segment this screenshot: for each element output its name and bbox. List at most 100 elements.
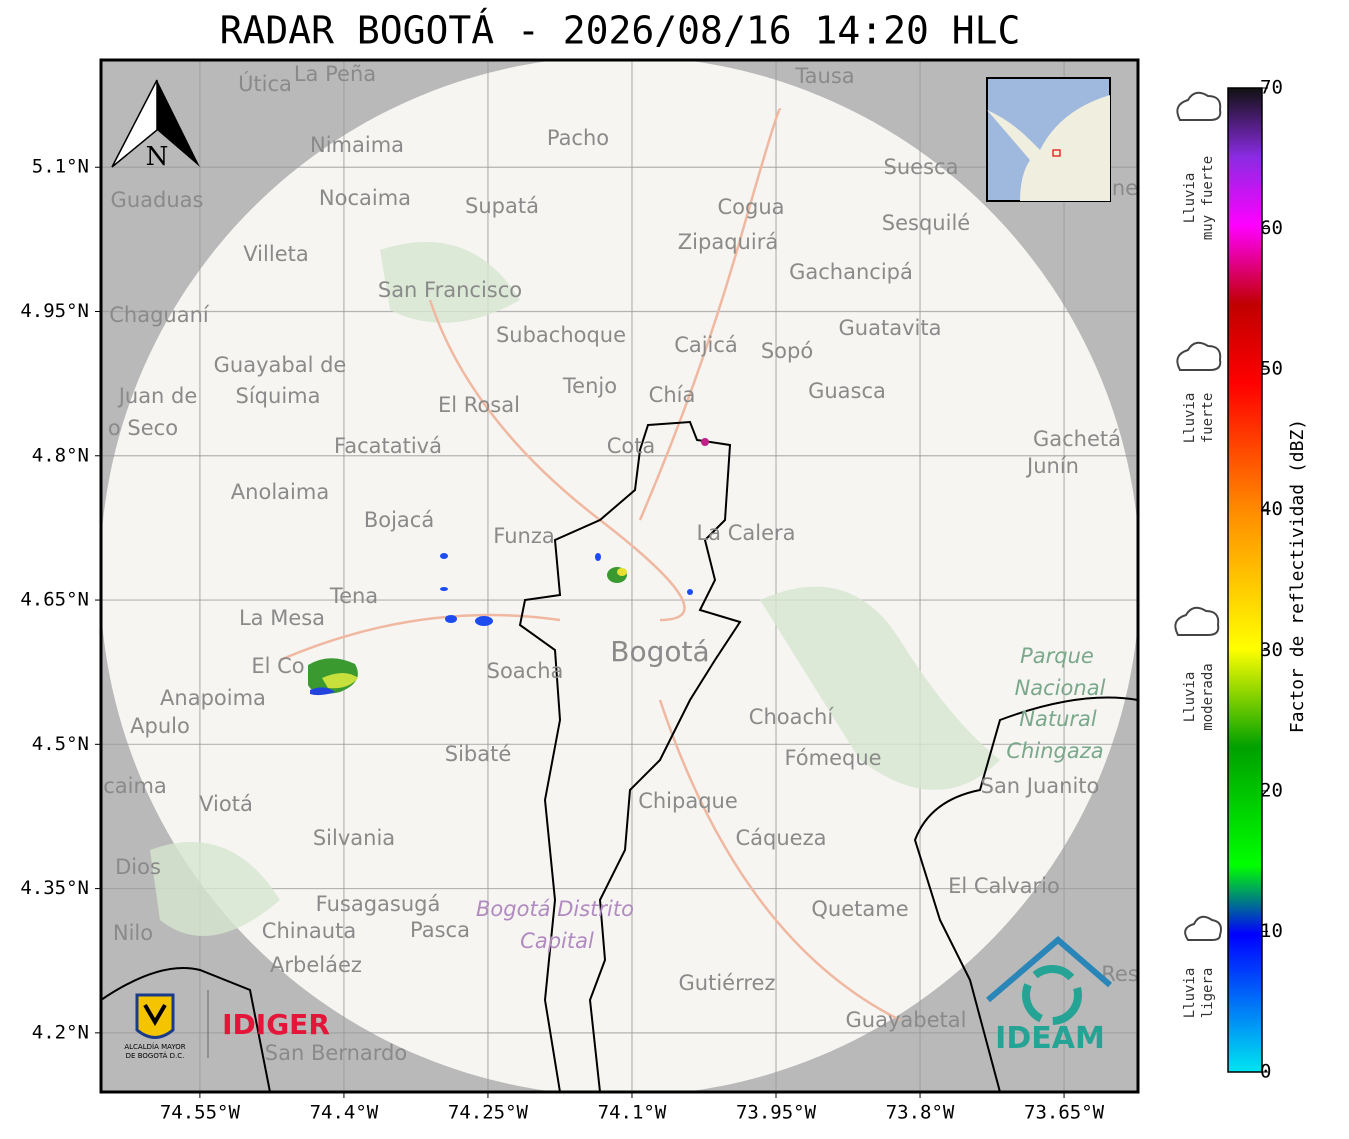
place-label: Tenjo xyxy=(562,374,617,398)
place-label: La Calera xyxy=(696,521,795,545)
place-label: Apulo xyxy=(130,714,190,738)
rain-level-label: Lluvia xyxy=(1182,672,1198,723)
place-label: Chaguaní xyxy=(109,303,210,327)
place-label: San Bernardo xyxy=(265,1041,407,1065)
place-label: Choachí xyxy=(749,705,835,729)
place-label: Capital xyxy=(520,929,594,953)
inset-map xyxy=(986,77,1111,202)
place-label: Tausa xyxy=(794,64,854,88)
place-label: Cota xyxy=(607,434,656,458)
place-label: El Rosal xyxy=(438,393,520,417)
x-tick-label: 73.65°W xyxy=(1024,1102,1105,1124)
logo-idiger: IDIGER xyxy=(222,1008,330,1041)
axes: 74.55°W 74.4°W 74.25°W 74.1°W 73.95°W 73.8°W 7… xyxy=(20,156,1104,1124)
place-label: Útica xyxy=(238,71,292,96)
rain-level-label: ligera xyxy=(1200,968,1216,1019)
place-label: Guaduas xyxy=(111,188,204,212)
north-label: N xyxy=(146,142,169,172)
place-label: Subachoque xyxy=(496,323,626,347)
rain-level-label: Lluvia xyxy=(1182,393,1198,444)
place-label: Villeta xyxy=(243,242,308,266)
place-label: Bogotá xyxy=(610,635,709,668)
place-label: ne xyxy=(1112,176,1138,200)
place-label: Tena xyxy=(329,584,378,608)
colorbar-axis: 0 10 20 30 40 50 60 70 xyxy=(1260,77,1283,1083)
place-label: Pasca xyxy=(410,918,470,942)
place-label: La Peña xyxy=(294,62,376,86)
place-label: caima xyxy=(103,774,167,798)
colorbar-tick-label: 60 xyxy=(1260,217,1283,239)
x-tick-label: 74.25°W xyxy=(448,1102,529,1124)
y-tick-label: 4.5°N xyxy=(32,733,89,755)
place-label: Suesca xyxy=(884,155,959,179)
place-label: Nocaima xyxy=(319,186,411,210)
place-label: Guatavita xyxy=(839,316,942,340)
colorbar-tick-label: 70 xyxy=(1260,77,1283,99)
x-tick-label: 74.55°W xyxy=(160,1102,241,1124)
place-label: Bojacá xyxy=(364,508,434,532)
place-label: Chingaza xyxy=(1006,739,1103,763)
place-label: Quetame xyxy=(811,897,908,921)
place-label: Parque xyxy=(1020,644,1094,668)
colorbar-tick-label: 0 xyxy=(1260,1061,1271,1083)
logo-ideam: IDEAM xyxy=(995,1021,1105,1056)
title: RADAR BOGOTÁ - 2026/08/16 14:20 HLC xyxy=(220,9,1021,53)
rain-level-label: fuerte xyxy=(1200,393,1216,444)
place-label: Juan de xyxy=(117,384,198,408)
place-label: Sopó xyxy=(761,339,813,363)
place-label: Nimaima xyxy=(310,133,404,157)
place-label: Guayabetal xyxy=(846,1008,967,1032)
place-label: Soacha xyxy=(487,659,564,683)
place-label: Facatativá xyxy=(334,434,442,458)
place-label: Nilo xyxy=(113,921,153,945)
x-tick-label: 73.8°W xyxy=(886,1102,955,1124)
plot-frame xyxy=(99,58,1140,1094)
place-label: Bogotá Distrito xyxy=(476,897,634,921)
rain-level-label: Lluvia xyxy=(1182,173,1198,224)
rain-level-label: Lluvia xyxy=(1182,968,1198,1019)
place-label: Chía xyxy=(649,383,696,407)
boundary xyxy=(913,696,1138,1092)
colorbar-tick-label: 30 xyxy=(1260,639,1283,661)
place-label: Viotá xyxy=(199,792,253,816)
roads xyxy=(279,108,901,1022)
place-label: Dios xyxy=(115,855,161,879)
colorbar-tick-label: 10 xyxy=(1260,920,1283,942)
vegetation xyxy=(150,241,1000,936)
place-label: Gutiérrez xyxy=(679,971,776,995)
place-label: Cajicá xyxy=(674,333,738,357)
place-label: o Seco xyxy=(108,416,178,440)
place-label: Cáqueza xyxy=(736,826,827,850)
place-label: Zipaquirá xyxy=(678,230,778,254)
place-label: El Calvario xyxy=(948,874,1060,898)
place-label: Sibaté xyxy=(445,742,512,766)
place-label: Arbeláez xyxy=(270,953,362,977)
place-label: Gachancipá xyxy=(789,260,913,284)
logos: ALCALDÍA MAYOR DE BOGOTÁ D.C. IDIGER IDE… xyxy=(124,936,1112,1060)
rain-level-label: muy fuerte xyxy=(1200,156,1216,240)
map-area: Útica La Peña Tausa Nimaima Pacho Guaduas Noca… xyxy=(101,60,1138,1092)
colorbar-label: Factor de reflectividad (dBZ) xyxy=(1287,419,1308,733)
place-label: Cogua xyxy=(717,195,784,219)
place-label: San Juanito xyxy=(981,774,1100,798)
colorbar-tick-label: 20 xyxy=(1260,779,1283,801)
bogota-boundary xyxy=(518,420,742,1092)
place-label: Guayabal de xyxy=(214,353,347,377)
place-label: Funza xyxy=(493,524,554,548)
place-label: Anolaima xyxy=(231,480,329,504)
north-arrow: N xyxy=(111,79,200,172)
place-label: Silvania xyxy=(313,826,395,850)
place-label: Gachetá xyxy=(1033,427,1121,451)
colorbar xyxy=(1227,87,1263,1073)
colorbar-tick-label: 50 xyxy=(1260,358,1283,380)
logo-text: DE BOGOTÁ D.C. xyxy=(126,1051,185,1060)
place-label: Anapoima xyxy=(160,686,266,710)
place-label: Fusagasugá xyxy=(316,892,441,916)
place-label: Pacho xyxy=(547,126,609,150)
y-tick-label: 4.65°N xyxy=(20,589,89,611)
place-label: Natural xyxy=(1019,707,1097,731)
place-label: Síquima xyxy=(236,384,321,408)
place-label: Chinauta xyxy=(262,919,356,943)
